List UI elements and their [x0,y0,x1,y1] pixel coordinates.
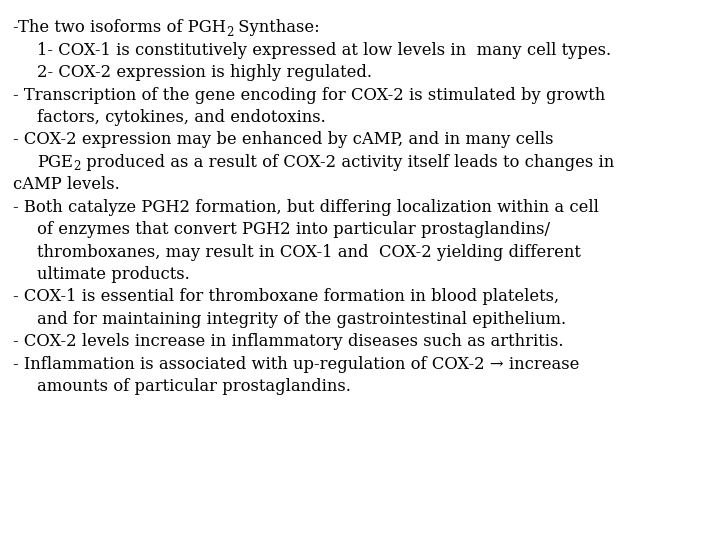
Text: 2: 2 [226,26,233,39]
Text: thromboxanes, may result in COX-1 and  COX-2 yielding different: thromboxanes, may result in COX-1 and CO… [37,244,581,260]
Text: - COX-2 levels increase in inflammatory diseases such as arthritis.: - COX-2 levels increase in inflammatory … [13,333,564,350]
Text: amounts of particular prostaglandins.: amounts of particular prostaglandins. [37,378,351,395]
Text: PGE: PGE [37,154,73,171]
Text: ultimate products.: ultimate products. [37,266,190,283]
Text: of enzymes that convert PGH2 into particular prostaglandins/: of enzymes that convert PGH2 into partic… [37,221,551,238]
Text: produced as a result of COX-2 activity itself leads to changes in: produced as a result of COX-2 activity i… [81,154,614,171]
Text: - COX-1 is essential for thromboxane formation in blood platelets,: - COX-1 is essential for thromboxane for… [13,288,559,305]
Text: - COX-2 expression may be enhanced by cAMP, and in many cells: - COX-2 expression may be enhanced by cA… [13,131,554,148]
Text: - Both catalyze PGH2 formation, but differing localization within a cell: - Both catalyze PGH2 formation, but diff… [13,199,599,215]
Text: Synthase:: Synthase: [233,19,320,36]
Text: - Inflammation is associated with up-regulation of COX-2 → increase: - Inflammation is associated with up-reg… [13,356,580,373]
Text: 1- COX-1 is constitutively expressed at low levels in  many cell types.: 1- COX-1 is constitutively expressed at … [37,42,611,59]
Text: -The two isoforms of PGH: -The two isoforms of PGH [13,19,226,36]
Text: 2- COX-2 expression is highly regulated.: 2- COX-2 expression is highly regulated. [37,64,372,81]
Text: factors, cytokines, and endotoxins.: factors, cytokines, and endotoxins. [37,109,326,126]
Text: 2: 2 [73,160,81,173]
Text: - Transcription of the gene encoding for COX-2 is stimulated by growth: - Transcription of the gene encoding for… [13,87,606,104]
Text: and for maintaining integrity of the gastrointestinal epithelium.: and for maintaining integrity of the gas… [37,311,567,328]
Text: cAMP levels.: cAMP levels. [13,176,120,193]
